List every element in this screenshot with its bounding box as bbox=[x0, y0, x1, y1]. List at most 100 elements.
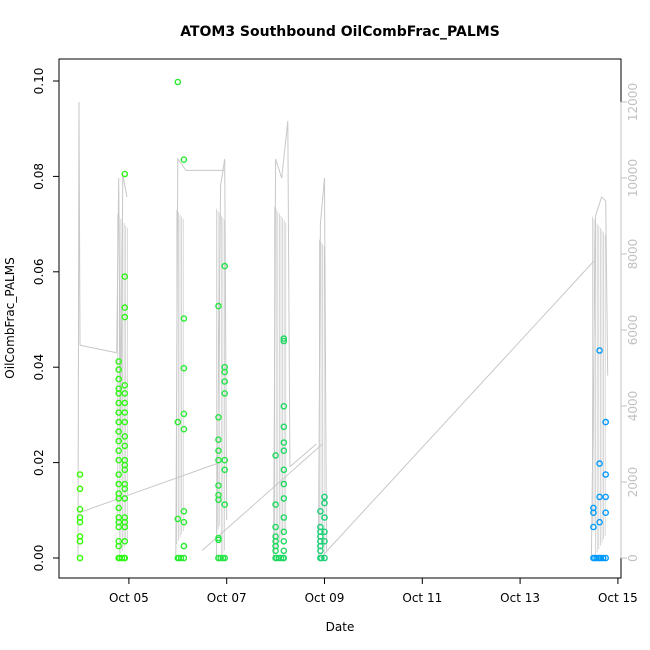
data-point bbox=[121, 313, 129, 321]
data-point bbox=[180, 425, 188, 433]
data-point bbox=[275, 554, 283, 562]
secondary-y-axis: 0 2000 4000 6000 8000 10000 12000 bbox=[620, 83, 640, 562]
data-point bbox=[115, 480, 122, 488]
data-point bbox=[121, 399, 129, 407]
data-point bbox=[279, 554, 287, 562]
x-tick-label: Oct 13 bbox=[500, 591, 540, 605]
data-point bbox=[221, 456, 228, 464]
y-tick-label: 0.06 bbox=[32, 258, 46, 285]
data-point bbox=[595, 554, 603, 562]
data-point bbox=[115, 385, 122, 393]
data-point bbox=[115, 490, 122, 497]
data-point bbox=[318, 554, 325, 562]
plot-frame bbox=[58, 58, 622, 579]
data-point bbox=[121, 456, 129, 464]
data-point bbox=[118, 554, 126, 562]
chart-title: ATOM3 Southbound OilCombFrac_PALMS bbox=[180, 24, 500, 40]
data-point bbox=[280, 337, 288, 345]
data-point bbox=[272, 523, 279, 531]
data-point bbox=[215, 482, 222, 489]
data-point bbox=[280, 528, 288, 536]
data-point bbox=[590, 523, 597, 531]
data-point bbox=[593, 554, 600, 562]
data-point bbox=[115, 456, 122, 464]
data-point bbox=[215, 302, 222, 310]
data-point bbox=[215, 447, 222, 455]
data-point bbox=[596, 493, 603, 501]
data-point bbox=[115, 366, 122, 373]
data-point bbox=[321, 514, 328, 521]
data-point bbox=[280, 447, 288, 455]
data-point bbox=[76, 533, 84, 540]
data-point bbox=[115, 471, 122, 478]
x-tick-label: Oct 09 bbox=[305, 591, 345, 605]
data-point bbox=[272, 452, 279, 459]
data-point bbox=[121, 304, 129, 311]
data-point bbox=[280, 480, 288, 488]
data-point bbox=[280, 538, 288, 545]
data-point bbox=[116, 554, 123, 562]
data-point bbox=[280, 514, 288, 521]
data-point bbox=[121, 390, 129, 397]
data-point bbox=[120, 554, 128, 562]
data-point bbox=[177, 554, 185, 562]
data-point bbox=[280, 439, 288, 446]
data-point bbox=[280, 335, 288, 342]
data-point bbox=[221, 378, 228, 385]
data-point bbox=[221, 262, 228, 270]
altitude-trace-segment bbox=[79, 344, 117, 354]
data-point bbox=[221, 501, 228, 508]
data-point bbox=[115, 437, 122, 445]
data-point bbox=[602, 509, 610, 517]
secondary-y-tick-label: 2000 bbox=[626, 467, 640, 498]
y-tick-label: 0.08 bbox=[32, 163, 46, 190]
x-tick-label: Oct 11 bbox=[402, 591, 442, 605]
x-tick-label: Oct 15 bbox=[598, 591, 638, 605]
data-point bbox=[121, 433, 129, 440]
data-point bbox=[321, 493, 328, 501]
y-tick-label: 0.02 bbox=[32, 449, 46, 476]
data-point bbox=[317, 507, 324, 515]
data-point bbox=[596, 347, 603, 354]
data-point bbox=[602, 471, 610, 478]
data-point bbox=[115, 358, 122, 365]
altitude-trace-segment bbox=[216, 158, 228, 559]
data-point bbox=[280, 547, 288, 555]
data-point bbox=[221, 466, 228, 474]
data-point bbox=[180, 315, 188, 322]
altitude-trace-segment bbox=[77, 101, 81, 559]
secondary-y-tick-label: 12000 bbox=[626, 83, 640, 121]
data-point bbox=[121, 381, 129, 389]
data-point bbox=[596, 460, 603, 467]
x-tick-label: Oct 07 bbox=[207, 591, 247, 605]
data-point bbox=[280, 423, 288, 431]
data-point bbox=[175, 554, 183, 562]
data-point bbox=[180, 364, 188, 372]
data-point bbox=[121, 273, 129, 280]
secondary-y-tick-label: 8000 bbox=[626, 239, 640, 270]
data-point bbox=[174, 78, 182, 86]
data-point bbox=[221, 390, 228, 397]
data-point bbox=[321, 499, 328, 507]
data-point bbox=[174, 418, 182, 426]
secondary-y-tick-label: 4000 bbox=[626, 391, 640, 422]
data-points bbox=[76, 78, 610, 562]
data-point bbox=[121, 514, 129, 521]
data-point bbox=[121, 495, 129, 502]
data-point bbox=[590, 504, 597, 512]
data-point bbox=[76, 514, 84, 521]
data-point bbox=[215, 413, 222, 421]
data-point bbox=[121, 170, 129, 178]
data-point bbox=[221, 363, 228, 371]
data-point bbox=[273, 554, 280, 562]
y-tick-label: 0.04 bbox=[32, 354, 46, 381]
data-point bbox=[115, 399, 122, 407]
data-point bbox=[219, 554, 227, 562]
data-point bbox=[215, 554, 222, 562]
data-point bbox=[277, 554, 285, 562]
data-point bbox=[280, 466, 288, 474]
data-point bbox=[597, 554, 605, 562]
data-point bbox=[115, 375, 122, 383]
data-point bbox=[280, 402, 288, 410]
